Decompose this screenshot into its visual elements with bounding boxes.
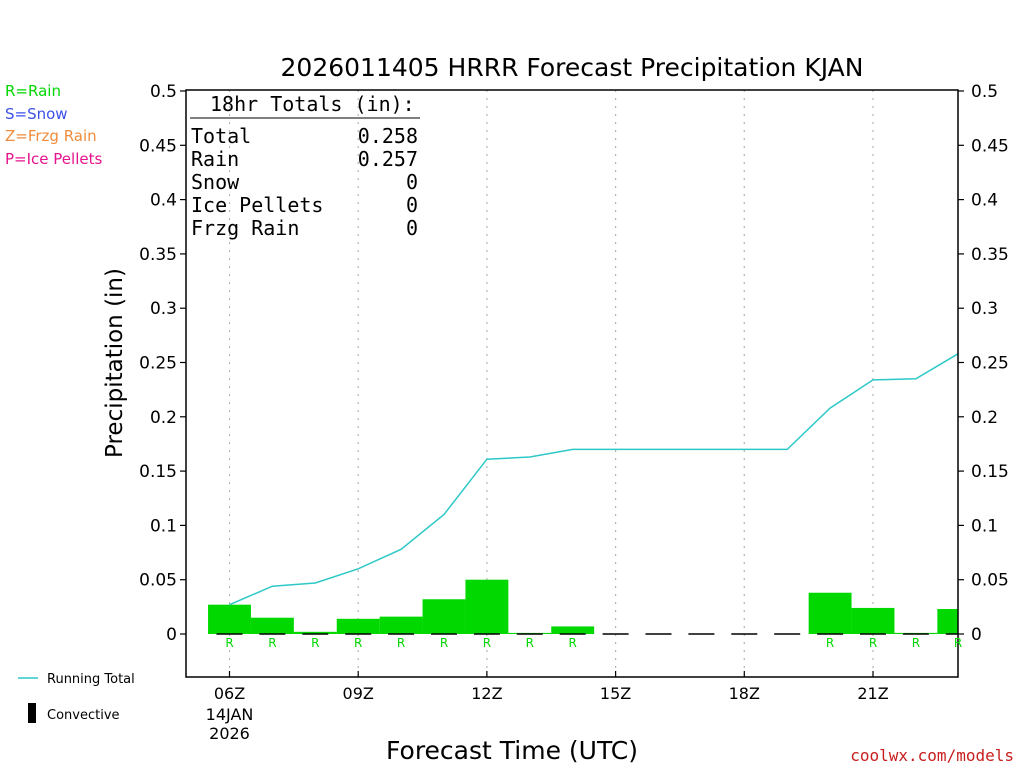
y-tick-label-left: 0.4 [150,191,177,211]
precip-bar [250,617,294,634]
totals-label-frzg-rain: Frzg Rain [191,216,299,240]
y-tick-label-left: 0.5 [150,82,177,102]
totals-box: 18hr Totals (in): Total 0.258 Rain 0.257… [190,92,420,240]
y-tick-label-left: 0.25 [139,354,177,374]
legend-frzg-rain: Z=Frzg Rain [5,127,97,145]
totals-value-total: 0.258 [358,124,418,148]
y-tick-label-right: 0.4 [971,191,998,211]
y-tick-label-right: 0.35 [971,245,1009,265]
totals-label-rain: Rain [191,147,239,171]
legend-ice-pellets: P=Ice Pellets [5,150,102,168]
precip-type-letter: R [440,636,448,650]
totals-label-ice-pellets: Ice Pellets [191,193,323,217]
precip-type-letter: R [354,636,362,650]
precip-bar [422,599,466,634]
precip-bar [208,604,251,634]
x-axis-label: Forecast Time (UTC) [386,736,638,765]
precip-type-letter: R [954,636,962,650]
y-tick-label-left: 0 [166,625,177,645]
y-axis-label: Precipitation (in) [102,268,128,458]
y-tick-label-right: 0 [971,625,982,645]
precip-type-letter: R [569,636,577,650]
precip-bar [336,618,380,634]
x-tick-label: 18Z [729,684,760,703]
totals-value-snow: 0 [406,170,418,194]
precip-bar [465,579,509,634]
precip-bar [293,631,337,634]
precip-bar [937,609,958,634]
precip-type-letter: R [869,636,877,650]
x-tick-label: 21Z [857,684,888,703]
precip-type-letter: R [225,636,233,650]
y-tick-label-right: 0.05 [971,571,1009,591]
precip-type-letter: R [526,636,534,650]
running-total-legend-label: Running Total [47,672,135,687]
y-tick-label-left: 0.3 [150,299,177,319]
chart-title: 2026011405 HRRR Forecast Precipitation K… [281,53,864,82]
x-tick-label: 09Z [343,684,374,703]
series-legend: Running Total Convective [18,672,135,723]
y-tick-label-left: 0.05 [139,571,177,591]
precip-type-legend: R=Rain S=Snow Z=Frzg Rain P=Ice Pellets [5,82,102,168]
totals-value-rain: 0.257 [358,147,418,171]
y-tick-label-left: 0.2 [150,408,177,428]
totals-label-total: Total [191,124,251,148]
y-tick-label-right: 0.2 [971,408,998,428]
y-tick-label-left: 0.45 [139,136,177,156]
legend-snow: S=Snow [5,105,68,123]
totals-title: 18hr Totals (in): [210,92,415,116]
totals-label-snow: Snow [191,170,240,194]
x-tick-date-label: 14JAN [206,705,254,724]
precip-type-letter: R [912,636,920,650]
totals-value-ice-pellets: 0 [406,193,418,217]
y-tick-label-left: 0.15 [139,462,177,482]
precip-bar [551,626,595,634]
x-tick-year-label: 2026 [209,724,250,743]
convective-legend-label: Convective [47,708,120,723]
precip-bar [379,616,423,634]
plot-frame [185,89,959,678]
running-total-line [229,353,959,606]
y-tick-label-right: 0.45 [971,136,1009,156]
y-tick-label-left: 0.1 [150,516,177,536]
x-tick-label: 06Z [214,684,245,703]
y-tick-label-right: 0.3 [971,299,998,319]
watermark: coolwx.com/models [850,746,1014,765]
precip-bar [851,607,895,634]
y-tick-label-right: 0.25 [971,354,1009,374]
precip-bar [808,592,852,634]
precip-type-letter: R [483,636,491,650]
precip-type-letter: R [826,636,834,650]
convective-legend-swatch [28,703,36,723]
totals-value-frzg-rain: 0 [406,216,418,240]
y-tick-label-right: 0.15 [971,462,1009,482]
x-tick-label: 15Z [600,684,631,703]
y-tick-label-left: 0.35 [139,245,177,265]
precip-type-letter: R [397,636,405,650]
precip-type-letter: R [268,636,276,650]
y-tick-label-right: 0.1 [971,516,998,536]
legend-rain: R=Rain [5,82,61,100]
precip-type-letter: R [311,636,319,650]
y-tick-label-right: 0.5 [971,82,998,102]
x-tick-label: 12Z [471,684,502,703]
